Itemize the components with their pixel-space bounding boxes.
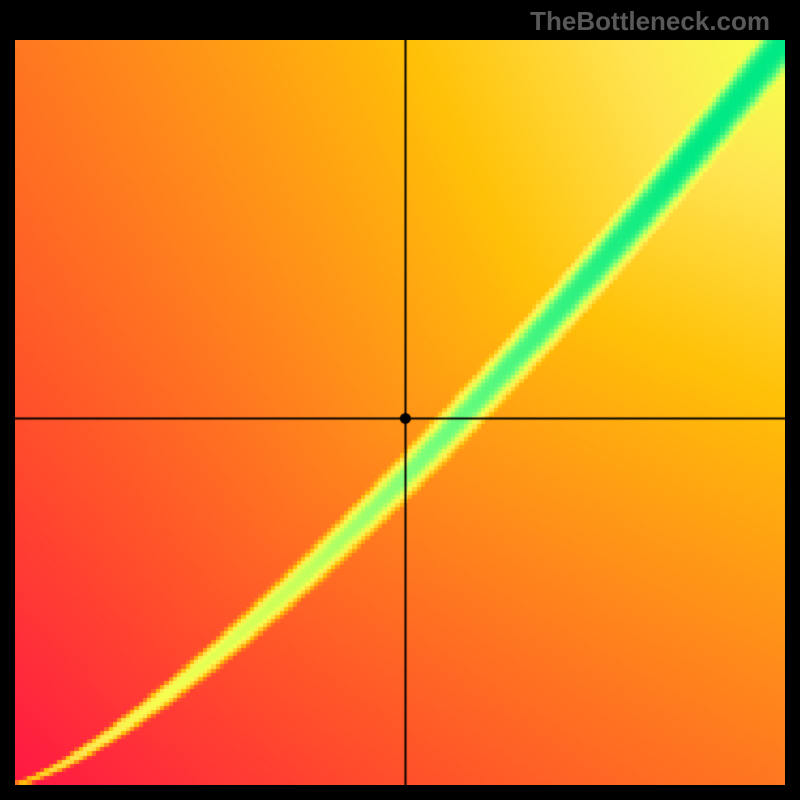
bottleneck-heatmap [15, 40, 785, 785]
watermark-text: TheBottleneck.com [530, 6, 770, 37]
